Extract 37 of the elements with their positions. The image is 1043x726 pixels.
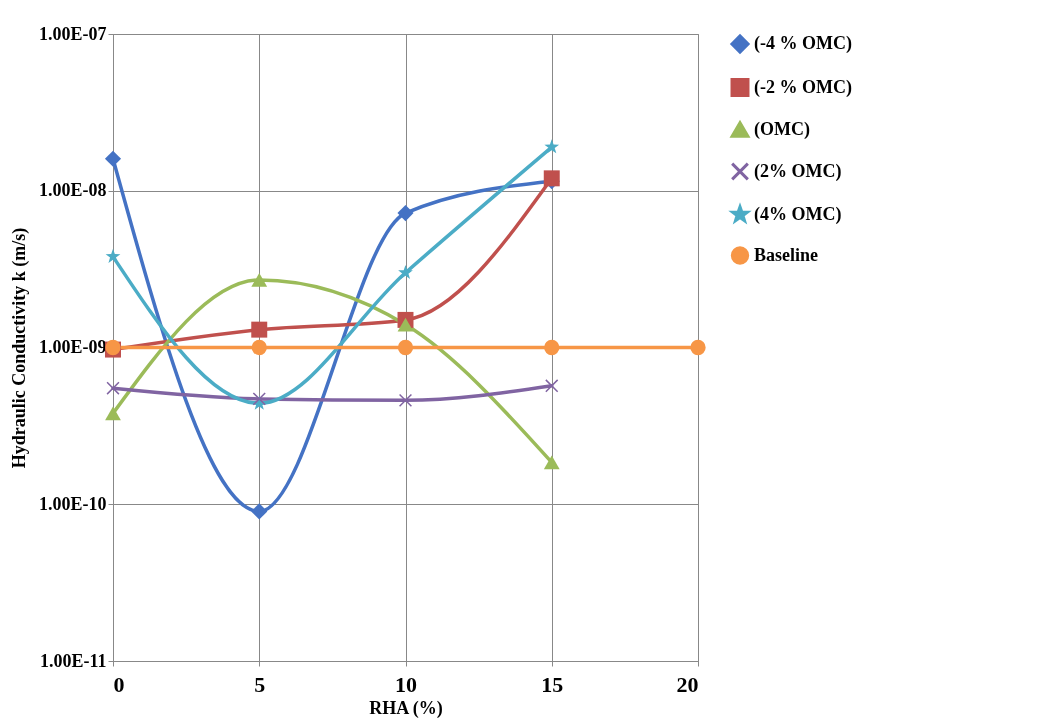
point (251, 273, 268, 287)
legend-label: (2% OMC) (754, 160, 842, 182)
point (106, 381, 120, 395)
y-tick-label: 1.00E-10 (39, 493, 107, 514)
point (398, 393, 413, 408)
point (543, 455, 560, 470)
point (105, 406, 121, 421)
y-axis-title: Hydraulic Conductivity k (m/s) (9, 227, 30, 469)
point (544, 339, 560, 356)
legend-label: Baseline (754, 244, 819, 265)
point (104, 150, 122, 167)
point (251, 321, 268, 338)
point (105, 248, 121, 263)
x-tick-label: 0 (113, 671, 125, 697)
point (397, 339, 414, 356)
x-axis-title: RHA (%) (369, 697, 443, 719)
x-tick-label: 5 (254, 671, 266, 697)
point (251, 339, 267, 356)
point (397, 205, 414, 222)
x-tick-label: 15 (541, 671, 564, 697)
point (252, 392, 266, 406)
y-tick-label: 1.00E-08 (39, 180, 107, 201)
legend-label: (-2 % OMC) (754, 76, 852, 98)
point (690, 339, 706, 356)
point (545, 379, 559, 393)
x-tick-label: 10 (395, 671, 417, 697)
point (544, 139, 560, 154)
legend-label: (4% OMC) (754, 203, 842, 225)
y-tick-label: 1.00E-11 (39, 650, 107, 671)
x-tick-label: 20 (676, 671, 699, 697)
point (398, 264, 413, 279)
y-tick-label: 1.00E-09 (39, 337, 107, 357)
legend-label: (-4 % OMC) (754, 33, 852, 54)
y-tick-label: 1.00E-07 (39, 23, 107, 44)
legend-label: (OMC) (754, 118, 810, 140)
point (397, 317, 414, 332)
point (251, 503, 268, 520)
